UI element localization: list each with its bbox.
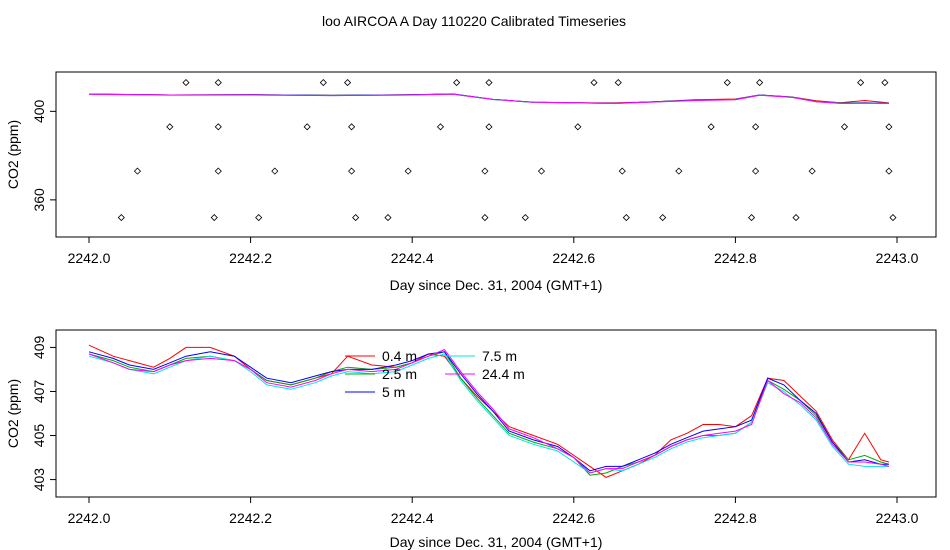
bottom-y-tick-label: 407	[31, 380, 47, 404]
bottom-x-tick-label: 2242.4	[391, 510, 434, 526]
legend-label: 7.5 m	[482, 348, 517, 364]
top-series-line-24-4-m	[88, 93, 889, 104]
diamond-marker	[436, 123, 445, 131]
diamond-marker	[166, 123, 174, 131]
top-x-tick-label: 2243.0	[876, 250, 919, 266]
diamond-marker	[214, 167, 222, 175]
diamond-marker	[133, 167, 142, 175]
top-panel: CO2 (ppm) Day since Dec. 31, 2004 (GMT+1…	[5, 71, 937, 293]
diamond-marker	[303, 123, 311, 131]
diamond-marker	[453, 79, 461, 87]
bottom-panel: CO2 (ppm) Day since Dec. 31, 2004 (GMT+1…	[5, 329, 937, 550]
diamond-marker	[885, 123, 893, 131]
bottom-x-tick-label: 2242.2	[229, 510, 272, 526]
diamond-marker	[885, 167, 893, 175]
diamond-marker	[384, 214, 392, 222]
top-x-tick-label: 2242.4	[391, 250, 434, 266]
bottom-x-axis-label: Day since Dec. 31, 2004 (GMT+1)	[390, 534, 603, 550]
diamond-marker	[808, 167, 816, 175]
diamond-marker	[271, 167, 279, 175]
diamond-marker	[618, 167, 626, 175]
bottom-y-tick-label: 405	[31, 424, 47, 448]
bottom-series-line-5-m	[88, 351, 889, 472]
legend-label: 2.5 m	[382, 366, 417, 382]
top-x-tick-label: 2242.8	[714, 250, 757, 266]
bottom-y-tick-label: 403	[31, 468, 47, 492]
top-y-tick-label: 360	[31, 188, 47, 212]
diamond-marker	[723, 79, 731, 87]
diamond-marker	[574, 123, 582, 131]
diamond-marker	[319, 79, 327, 87]
diamond-marker	[747, 214, 756, 222]
diamond-marker	[840, 123, 849, 131]
diamond-marker	[622, 214, 630, 222]
diamond-marker	[707, 123, 715, 131]
diamond-marker	[889, 214, 897, 222]
top-plot-marks: 2242.0 2242.2 2242.4 2242.6 2242.8 2243.0 360 4…	[31, 79, 919, 266]
diamond-marker	[752, 167, 760, 175]
legend-label: 5 m	[382, 384, 405, 400]
diamond-marker	[404, 167, 412, 175]
bottom-series-line-24-4-m	[88, 348, 890, 474]
top-plot-frame	[55, 71, 937, 238]
diamond-marker	[214, 79, 222, 87]
bottom-x-tick-label: 2242.0	[68, 510, 111, 526]
diamond-marker	[881, 79, 889, 87]
diamond-marker	[756, 79, 764, 87]
diamond-marker	[485, 123, 493, 131]
legend: 0.4 m 2.5 m 5 m 7.5 m 24.4 m	[345, 348, 525, 400]
diamond-marker	[348, 167, 356, 175]
diamond-marker	[521, 214, 529, 222]
bottom-y-axis-label: CO2 (ppm)	[5, 379, 21, 448]
diamond-marker	[348, 123, 356, 131]
bottom-x-tick-label: 2242.8	[714, 510, 757, 526]
diamond-marker	[481, 214, 489, 222]
diamond-marker	[352, 214, 360, 222]
diamond-marker	[117, 214, 125, 222]
bottom-y-tick-label: 409	[31, 336, 47, 360]
diamond-marker	[537, 167, 546, 175]
diamond-marker	[792, 214, 800, 222]
diamond-marker	[659, 214, 667, 222]
diamond-marker	[343, 79, 352, 87]
diamond-marker	[485, 79, 493, 87]
top-x-tick-label: 2242.6	[552, 250, 595, 266]
diamond-marker	[182, 79, 190, 87]
bottom-x-tick-label: 2243.0	[876, 510, 919, 526]
bottom-series-line-0-4-m	[88, 344, 890, 478]
diamond-marker	[675, 167, 683, 175]
top-x-tick-label: 2242.0	[68, 250, 111, 266]
bottom-x-tick-label: 2242.6	[552, 510, 595, 526]
bottom-plot-marks: 2242.0 2242.2 2242.4 2242.6 2242.8 2243.0 403 4…	[31, 336, 919, 526]
top-x-tick-label: 2242.2	[229, 250, 272, 266]
top-y-tick-label: 400	[31, 99, 47, 123]
diamond-marker	[752, 123, 760, 131]
diamond-marker	[857, 79, 865, 87]
top-x-axis-label: Day since Dec. 31, 2004 (GMT+1)	[390, 277, 603, 293]
legend-label: 24.4 m	[482, 366, 525, 382]
diamond-marker	[590, 79, 598, 87]
top-y-axis-label: CO2 (ppm)	[5, 120, 21, 189]
diamond-marker	[481, 167, 489, 175]
diamond-marker	[614, 79, 622, 87]
diamond-marker	[210, 214, 218, 222]
figure-title: loo AIRCOA A Day 110220 Calibrated Times…	[322, 13, 626, 29]
legend-label: 0.4 m	[382, 348, 417, 364]
diamond-marker	[214, 123, 222, 131]
diamond-marker	[255, 214, 263, 222]
